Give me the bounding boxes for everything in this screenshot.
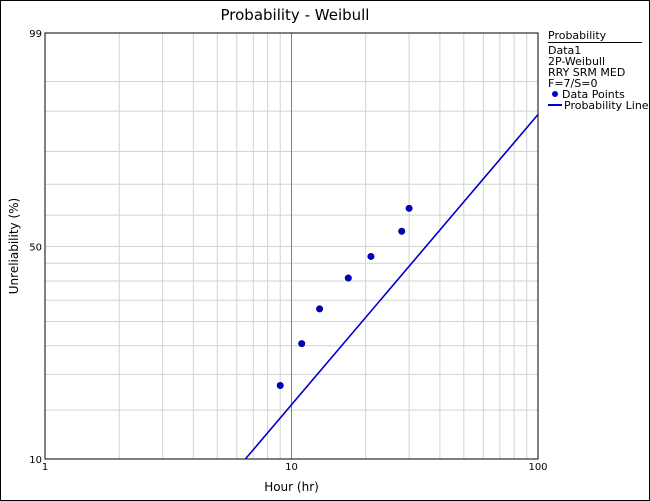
x-tick-label: 1: [42, 462, 48, 473]
legend-line-label: Probability Line: [564, 99, 649, 112]
legend-line-dataset: Data1: [548, 44, 582, 57]
probability-line-swatch-icon: [548, 104, 562, 106]
legend-points-label: Data Points: [562, 88, 625, 101]
data-point: [316, 305, 324, 313]
y-tick-label: 50: [29, 243, 42, 254]
legend-header: Probability: [548, 30, 642, 43]
data-point: [405, 204, 413, 212]
x-axis-label: Hour (hr): [264, 480, 319, 494]
data-point: [398, 227, 406, 235]
data-point: [298, 340, 306, 348]
legend-line-counts: F=7/S=0: [548, 77, 598, 90]
y-tick-label: 99: [29, 29, 42, 40]
x-tick-label: 10: [285, 462, 298, 473]
data-point: [276, 382, 284, 390]
y-tick-label: 10: [29, 455, 42, 466]
legend-line-method: RRY SRM MED: [548, 66, 626, 79]
legend-entry-probability-line: Probability Line: [548, 100, 649, 111]
plot-border: [44, 32, 539, 460]
legend-line-distribution: 2P-Weibull: [548, 55, 606, 68]
legend: Probability Data1 2P-Weibull RRY SRM MED…: [548, 30, 649, 111]
probability-line: [244, 114, 539, 460]
x-tick-label: 100: [528, 462, 547, 473]
data-point: [344, 274, 352, 282]
legend-entry-data-points: Data Points: [548, 89, 642, 100]
chart-title: Probability - Weibull: [220, 6, 370, 24]
data-point-marker-icon: [552, 91, 558, 97]
data-point: [367, 252, 375, 260]
